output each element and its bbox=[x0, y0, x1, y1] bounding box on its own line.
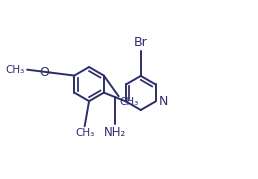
Text: CH₃: CH₃ bbox=[6, 65, 25, 75]
Text: N: N bbox=[158, 95, 168, 108]
Text: Br: Br bbox=[134, 36, 148, 49]
Text: NH₂: NH₂ bbox=[104, 126, 126, 139]
Text: O: O bbox=[39, 66, 49, 79]
Text: CH₃: CH₃ bbox=[120, 97, 139, 107]
Text: CH₃: CH₃ bbox=[75, 128, 94, 138]
